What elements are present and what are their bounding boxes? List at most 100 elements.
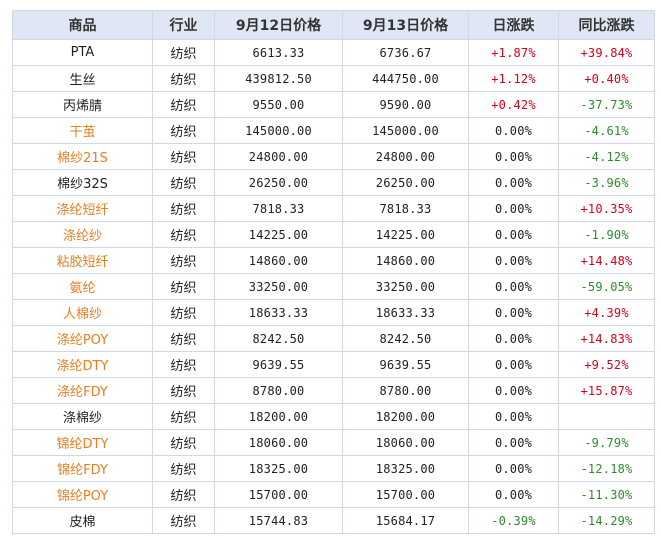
yoy-change-cell: +4.39%: [558, 299, 655, 326]
table-row: 棉纱32S 纺织 26250.00 26250.00 0.00% -3.96%: [12, 169, 655, 196]
price-sep12-cell: 33250.00: [214, 273, 343, 300]
table-body: PTA 纺织 6613.33 6736.67 +1.87% +39.84% 生丝 纺织 4398…: [12, 39, 655, 534]
industry-cell: 纺织: [152, 403, 215, 430]
yoy-change-cell: +15.87%: [558, 377, 655, 404]
industry-cell: 纺织: [152, 273, 215, 300]
price-sep13-cell: 9639.55: [342, 351, 469, 378]
industry-cell: 纺织: [152, 117, 215, 144]
table-row: 涤纶DTY 纺织 9639.55 9639.55 0.00% +9.52%: [12, 351, 655, 378]
table-row: 涤纶纱 纺织 14225.00 14225.00 0.00% -1.90%: [12, 221, 655, 248]
table-row: 粘胶短纤 纺织 14860.00 14860.00 0.00% +14.48%: [12, 247, 655, 274]
price-sep12-cell: 7818.33: [214, 195, 343, 222]
daily-change-cell: 0.00%: [468, 481, 559, 508]
daily-change-cell: 0.00%: [468, 143, 559, 170]
industry-cell: 纺织: [152, 65, 215, 92]
commodity-cell: 生丝: [12, 65, 153, 92]
table-row: 锦纶FDY 纺织 18325.00 18325.00 0.00% -12.18%: [12, 455, 655, 482]
industry-cell: 纺织: [152, 247, 215, 274]
industry-cell: 纺织: [152, 455, 215, 482]
industry-cell: 纺织: [152, 91, 215, 118]
yoy-change-cell: +14.83%: [558, 325, 655, 352]
yoy-change-cell: [558, 403, 655, 430]
price-sep12-cell: 14860.00: [214, 247, 343, 274]
header-price-sep12: 9月12日价格: [214, 10, 343, 40]
commodity-cell: 锦纶FDY: [12, 455, 153, 482]
commodity-cell: 丙烯腈: [12, 91, 153, 118]
price-sep12-cell: 14225.00: [214, 221, 343, 248]
price-sep12-cell: 18325.00: [214, 455, 343, 482]
table-row: 涤纶FDY 纺织 8780.00 8780.00 0.00% +15.87%: [12, 377, 655, 404]
header-daily-change: 日涨跌: [468, 10, 559, 40]
price-sep12-cell: 18633.33: [214, 299, 343, 326]
industry-cell: 纺织: [152, 39, 215, 66]
industry-cell: 纺织: [152, 481, 215, 508]
daily-change-cell: 0.00%: [468, 351, 559, 378]
yoy-change-cell: -9.79%: [558, 429, 655, 456]
industry-cell: 纺织: [152, 507, 215, 534]
price-sep12-cell: 24800.00: [214, 143, 343, 170]
table-row: 人棉纱 纺织 18633.33 18633.33 0.00% +4.39%: [12, 299, 655, 326]
price-sep13-cell: 15700.00: [342, 481, 469, 508]
yoy-change-cell: -59.05%: [558, 273, 655, 300]
price-sep13-cell: 6736.67: [342, 39, 469, 66]
price-sep12-cell: 15744.83: [214, 507, 343, 534]
table-row: 锦纶POY 纺织 15700.00 15700.00 0.00% -11.30%: [12, 481, 655, 508]
price-sep13-cell: 7818.33: [342, 195, 469, 222]
table-row: 锦纶DTY 纺织 18060.00 18060.00 0.00% -9.79%: [12, 429, 655, 456]
price-sep13-cell: 18060.00: [342, 429, 469, 456]
daily-change-cell: 0.00%: [468, 325, 559, 352]
commodity-cell: 氨纶: [12, 273, 153, 300]
price-sep13-cell: 9590.00: [342, 91, 469, 118]
table-row: 涤纶短纤 纺织 7818.33 7818.33 0.00% +10.35%: [12, 195, 655, 222]
daily-change-cell: 0.00%: [468, 429, 559, 456]
price-sep13-cell: 18200.00: [342, 403, 469, 430]
industry-cell: 纺织: [152, 195, 215, 222]
industry-cell: 纺织: [152, 351, 215, 378]
commodity-cell: 涤纶POY: [12, 325, 153, 352]
yoy-change-cell: -37.73%: [558, 91, 655, 118]
price-sep13-cell: 145000.00: [342, 117, 469, 144]
price-sep12-cell: 145000.00: [214, 117, 343, 144]
commodity-cell: 锦纶POY: [12, 481, 153, 508]
commodity-cell: 涤纶DTY: [12, 351, 153, 378]
daily-change-cell: 0.00%: [468, 377, 559, 404]
table-row: 涤棉纱 纺织 18200.00 18200.00 0.00%: [12, 403, 655, 430]
daily-change-cell: 0.00%: [468, 299, 559, 326]
daily-change-cell: +0.42%: [468, 91, 559, 118]
price-sep13-cell: 33250.00: [342, 273, 469, 300]
industry-cell: 纺织: [152, 325, 215, 352]
price-sep13-cell: 8242.50: [342, 325, 469, 352]
header-yoy-change: 同比涨跌: [558, 10, 655, 40]
yoy-change-cell: -12.18%: [558, 455, 655, 482]
table-row: 丙烯腈 纺织 9550.00 9590.00 +0.42% -37.73%: [12, 91, 655, 118]
table-row: 氨纶 纺织 33250.00 33250.00 0.00% -59.05%: [12, 273, 655, 300]
commodity-cell: 粘胶短纤: [12, 247, 153, 274]
header-price-sep13: 9月13日价格: [342, 10, 469, 40]
price-sep12-cell: 15700.00: [214, 481, 343, 508]
industry-cell: 纺织: [152, 299, 215, 326]
price-sep13-cell: 8780.00: [342, 377, 469, 404]
table-row: 干茧 纺织 145000.00 145000.00 0.00% -4.61%: [12, 117, 655, 144]
commodity-cell: 棉纱32S: [12, 169, 153, 196]
commodity-cell: PTA: [12, 39, 153, 66]
daily-change-cell: 0.00%: [468, 221, 559, 248]
table-row: 生丝 纺织 439812.50 444750.00 +1.12% +0.40%: [12, 65, 655, 92]
yoy-change-cell: +10.35%: [558, 195, 655, 222]
yoy-change-cell: -4.12%: [558, 143, 655, 170]
price-sep12-cell: 18200.00: [214, 403, 343, 430]
price-sep12-cell: 9639.55: [214, 351, 343, 378]
commodity-cell: 锦纶DTY: [12, 429, 153, 456]
price-sep13-cell: 26250.00: [342, 169, 469, 196]
yoy-change-cell: -14.29%: [558, 507, 655, 534]
header-commodity: 商品: [12, 10, 153, 40]
yoy-change-cell: -1.90%: [558, 221, 655, 248]
table-row: 皮棉 纺织 15744.83 15684.17 -0.39% -14.29%: [12, 507, 655, 534]
daily-change-cell: +1.12%: [468, 65, 559, 92]
price-sep13-cell: 24800.00: [342, 143, 469, 170]
commodity-cell: 棉纱21S: [12, 143, 153, 170]
table-row: 棉纱21S 纺织 24800.00 24800.00 0.00% -4.12%: [12, 143, 655, 170]
daily-change-cell: 0.00%: [468, 195, 559, 222]
price-sep12-cell: 18060.00: [214, 429, 343, 456]
yoy-change-cell: +14.48%: [558, 247, 655, 274]
price-table: 商品 行业 9月12日价格 9月13日价格 日涨跌 同比涨跌 PTA 纺织 6613…: [12, 10, 655, 534]
